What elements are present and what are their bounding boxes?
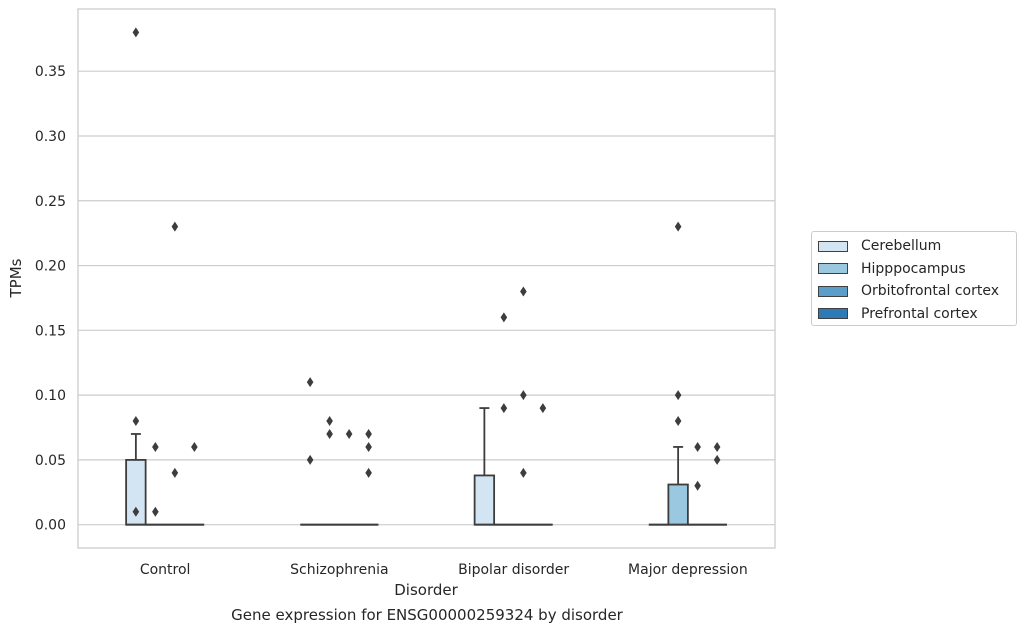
outlier-point [365, 428, 372, 439]
x-tick-label: Bipolar disorder [458, 562, 569, 578]
box-body [667, 483, 689, 526]
x-tick-label: Schizophrenia [290, 562, 388, 578]
outlier-point [152, 506, 159, 517]
box [184, 441, 205, 526]
outlier-point [713, 454, 721, 465]
outlier-point [520, 286, 527, 297]
outlier-point [326, 416, 333, 427]
outlier-point [539, 403, 547, 414]
y-tick-label: 0.10 [35, 388, 66, 404]
outlier-point [132, 506, 140, 517]
legend-item-prefrontal-cortex: Prefrontal cortex [818, 303, 1016, 326]
gridlines [78, 70, 775, 526]
legend: Cerebellum Hipppocampus Orbitofrontal co… [811, 231, 1017, 326]
box [339, 428, 359, 526]
legend-label: Cerebellum [861, 238, 942, 255]
x-axis-label: Disorder [394, 581, 458, 599]
box [125, 27, 147, 526]
box [707, 441, 727, 526]
y-tick-label: 0.15 [35, 323, 66, 339]
outlier-point [713, 441, 721, 452]
legend-label: Prefrontal cortex [861, 305, 978, 322]
boxes [125, 27, 727, 526]
y-tick-label: 0.05 [35, 453, 66, 469]
box [687, 441, 708, 526]
legend-swatch [818, 263, 848, 275]
outlier-point [694, 441, 701, 452]
x-tick-label: Major depression [628, 562, 748, 578]
box [165, 221, 185, 526]
outlier-point [171, 221, 179, 232]
outlier-point [365, 467, 372, 478]
x-tick-labels: Control Schizophrenia Bipolar disorder Majo… [140, 562, 748, 578]
y-tick-label: 0.30 [35, 129, 66, 145]
outlier-point [520, 390, 527, 401]
y-tick-labels: 0.00 0.05 0.10 0.15 0.20 0.25 0.30 0.35 [35, 64, 66, 533]
box [494, 312, 514, 526]
legend-label: Orbitofrontal cortex [861, 283, 999, 300]
outlier-point [171, 467, 179, 478]
outlier-point [345, 428, 353, 439]
figure-caption: Gene expression for ENSG00000259324 by d… [231, 606, 623, 624]
y-tick-label: 0.25 [35, 194, 66, 210]
outlier-point [306, 454, 314, 465]
outlier-point [674, 390, 682, 401]
legend-swatch [818, 240, 848, 252]
legend-label: Hipppocampus [861, 260, 966, 277]
x-tick-label: Control [140, 562, 191, 578]
legend-item-cerebellum: Cerebellum [818, 235, 1016, 258]
outlier-point [694, 480, 701, 491]
box [319, 416, 340, 526]
outlier-point [500, 312, 508, 323]
outlier-point [674, 221, 682, 232]
outlier-point [152, 441, 159, 452]
box [667, 221, 689, 526]
outlier-point [365, 441, 372, 452]
legend-swatch [818, 285, 848, 297]
outlier-point [326, 428, 333, 439]
plot-area-border [77, 8, 776, 549]
legend-item-hippocampus: Hipppocampus [818, 258, 1016, 281]
outlier-point [132, 27, 140, 38]
box-body [473, 474, 496, 526]
outlier-point [191, 441, 198, 452]
legend-swatch [818, 308, 848, 320]
box [533, 403, 553, 526]
box [473, 407, 496, 526]
box [358, 428, 379, 526]
outlier-point [500, 403, 508, 414]
box [300, 377, 320, 526]
legend-item-orbitofrontal-cortex: Orbitofrontal cortex [818, 280, 1016, 303]
box [145, 441, 166, 526]
outlier-point [132, 416, 140, 427]
outlier-point [520, 467, 527, 478]
y-axis-label: TPMs [7, 258, 25, 298]
y-tick-label: 0.20 [35, 259, 66, 275]
outlier-point [674, 416, 682, 427]
outlier-point [306, 377, 314, 388]
y-tick-label: 0.00 [35, 518, 66, 534]
y-tick-label: 0.35 [35, 64, 66, 80]
box [513, 286, 534, 526]
